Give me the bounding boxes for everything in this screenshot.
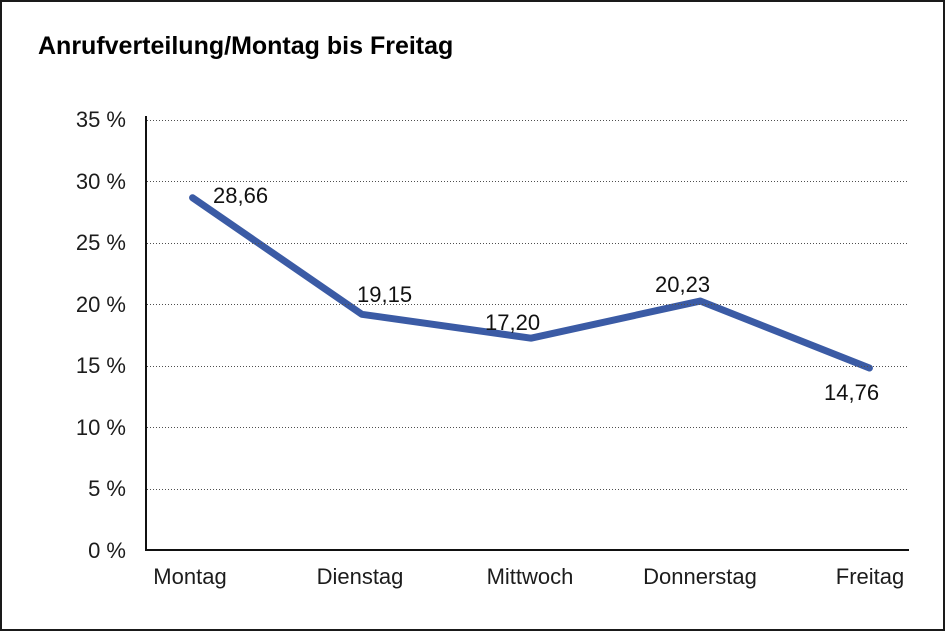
gridline-15-percent <box>147 365 909 367</box>
x-axis-label-mittwoch: Mittwoch <box>486 564 574 589</box>
gridline-20-percent <box>147 304 909 306</box>
y-axis-tick-label: 0 % <box>88 538 126 563</box>
x-axis-label-montag: Montag <box>153 564 227 589</box>
y-axis-tick-label: 10 % <box>75 414 126 440</box>
gridline-30-percent <box>147 181 909 183</box>
data-point-label-montag: 28,66 <box>213 183 269 209</box>
data-point-label-dienstag: 19,15 <box>357 282 413 308</box>
data-point-label-freitag: 14,76 <box>824 380 880 406</box>
gridline-35-percent <box>147 119 909 121</box>
data-point-label-mittwoch: 17,20 <box>485 310 541 336</box>
y-axis-tick-label: 30 % <box>75 168 126 194</box>
line-series-svg <box>189 194 873 372</box>
x-axis-label-donnerstag: Donnerstag <box>643 564 757 589</box>
y-axis-tick-label: 5 % <box>88 476 126 502</box>
gridline-5-percent <box>147 488 909 490</box>
y-axis-tick-label: 15 % <box>75 353 126 379</box>
call-distribution-line <box>189 194 873 372</box>
plot-area <box>145 116 909 551</box>
y-axis-tick-label: 35 % <box>75 107 126 132</box>
chart-title: Anrufverteilung/Montag bis Freitag <box>38 32 454 60</box>
x-axis-label-dienstag: Dienstag <box>316 564 404 589</box>
data-point-label-donnerstag: 20,23 <box>655 271 711 297</box>
y-axis-tick-label: 20 % <box>75 291 126 317</box>
gridline-10-percent <box>147 427 909 429</box>
gridline-25-percent <box>147 242 909 244</box>
y-axis-tick-label: 25 % <box>75 230 126 256</box>
x-axis-label-freitag: Freitag <box>835 564 905 589</box>
